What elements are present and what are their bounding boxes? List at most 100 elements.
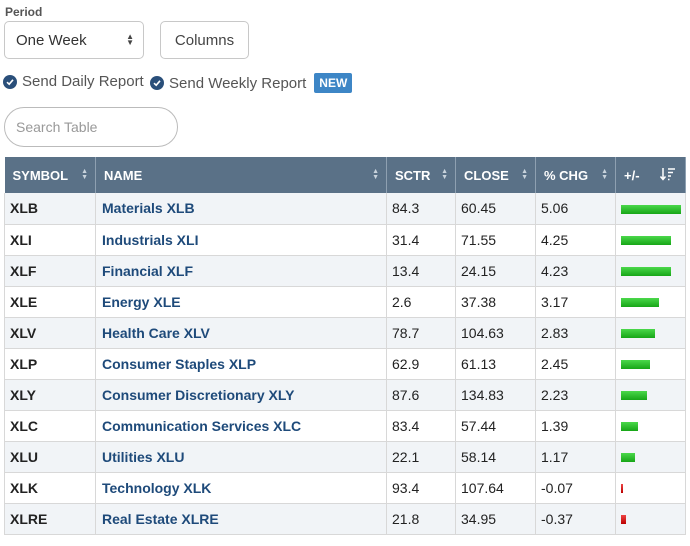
- column-header-sctr[interactable]: SCTR ▲ ▼: [386, 157, 456, 193]
- daily-report-label: Send Daily Report: [22, 73, 144, 90]
- table-body: XLB Materials XLB 84.3 60.45 5.06 XLI Industri…: [4, 193, 686, 535]
- change-bar: [621, 267, 672, 277]
- change-bar-cell: [615, 193, 686, 225]
- name-link[interactable]: Materials XLB: [95, 193, 387, 225]
- daily-report-toggle[interactable]: Send Daily Report: [3, 73, 144, 90]
- weekly-report-toggle[interactable]: Send Weekly Report NEW: [150, 73, 353, 93]
- pct-chg-cell: 2.83: [535, 317, 616, 349]
- sort-arrows-icon: ▲ ▼: [521, 168, 528, 181]
- symbol-cell: XLV: [4, 317, 96, 349]
- name-link[interactable]: Technology XLK: [95, 472, 387, 504]
- column-header-plus-minus[interactable]: +/-: [615, 157, 686, 193]
- column-header-name[interactable]: NAME ▲ ▼: [95, 157, 387, 193]
- sctr-cell: 83.4: [386, 410, 456, 442]
- period-label: Period: [5, 5, 43, 19]
- search-input[interactable]: [4, 107, 178, 147]
- period-select[interactable]: One Week ▲ ▼: [4, 21, 144, 59]
- name-link[interactable]: Consumer Staples XLP: [95, 348, 387, 380]
- weekly-report-label: Send Weekly Report: [169, 74, 307, 92]
- symbol-cell: XLF: [4, 255, 96, 287]
- column-header-pct-chg[interactable]: % CHG ▲ ▼: [535, 157, 616, 193]
- symbol-cell: XLRE: [4, 503, 96, 535]
- sctr-cell: 22.1: [386, 441, 456, 473]
- column-header-symbol[interactable]: SYMBOL ▲ ▼: [4, 157, 96, 193]
- column-header-close[interactable]: CLOSE ▲ ▼: [455, 157, 536, 193]
- name-link[interactable]: Financial XLF: [95, 255, 387, 287]
- symbol-cell: XLP: [4, 348, 96, 380]
- table-row[interactable]: XLF Financial XLF 13.4 24.15 4.23: [4, 255, 686, 287]
- sector-table: SYMBOL ▲ ▼ NAME ▲ ▼ SCTR ▲ ▼ CLOSE ▲ ▼ % CHG…: [4, 157, 686, 535]
- pct-chg-cell: -0.07: [535, 472, 616, 504]
- table-row[interactable]: XLRE Real Estate XLRE 21.8 34.95 -0.37: [4, 503, 686, 535]
- pct-chg-cell: 5.06: [535, 193, 616, 225]
- sort-arrows-icon: ▲ ▼: [601, 168, 608, 181]
- sort-descending-icon: [659, 167, 676, 184]
- table-row[interactable]: XLI Industrials XLI 31.4 71.55 4.25: [4, 224, 686, 256]
- column-header-label: SCTR: [395, 167, 431, 183]
- change-bar-cell: [615, 441, 686, 473]
- change-bar: [621, 205, 681, 215]
- pct-chg-cell: 2.45: [535, 348, 616, 380]
- change-bar: [621, 515, 626, 525]
- column-header-label: SYMBOL: [12, 167, 69, 183]
- table-row[interactable]: XLU Utilities XLU 22.1 58.14 1.17: [4, 441, 686, 473]
- column-header-label: +/-: [624, 167, 640, 183]
- sctr-cell: 78.7: [386, 317, 456, 349]
- table-row[interactable]: XLC Communication Services XLC 83.4 57.44 1.…: [4, 410, 686, 442]
- name-link[interactable]: Real Estate XLRE: [95, 503, 387, 535]
- name-link[interactable]: Utilities XLU: [95, 441, 387, 473]
- close-cell: 57.44: [455, 410, 536, 442]
- pct-chg-cell: 4.25: [535, 224, 616, 256]
- sctr-cell: 62.9: [386, 348, 456, 380]
- change-bar: [621, 236, 672, 246]
- change-bar-cell: [615, 410, 686, 442]
- column-header-label: % CHG: [544, 167, 589, 183]
- close-cell: 104.63: [455, 317, 536, 349]
- pct-chg-cell: 4.23: [535, 255, 616, 287]
- pct-chg-cell: 1.39: [535, 410, 616, 442]
- table-row[interactable]: XLV Health Care XLV 78.7 104.63 2.83: [4, 317, 686, 349]
- close-cell: 37.38: [455, 286, 536, 318]
- change-bar-cell: [615, 317, 686, 349]
- symbol-cell: XLI: [4, 224, 96, 256]
- change-bar: [621, 453, 635, 463]
- column-header-label: CLOSE: [464, 167, 509, 183]
- close-cell: 61.13: [455, 348, 536, 380]
- close-cell: 134.83: [455, 379, 536, 411]
- symbol-cell: XLY: [4, 379, 96, 411]
- sctr-cell: 93.4: [386, 472, 456, 504]
- columns-button[interactable]: Columns: [160, 21, 249, 59]
- symbol-cell: XLU: [4, 441, 96, 473]
- sctr-cell: 31.4: [386, 224, 456, 256]
- close-cell: 24.15: [455, 255, 536, 287]
- sctr-cell: 2.6: [386, 286, 456, 318]
- symbol-cell: XLB: [4, 193, 96, 225]
- pct-chg-cell: 1.17: [535, 441, 616, 473]
- pct-chg-cell: -0.37: [535, 503, 616, 535]
- name-link[interactable]: Communication Services XLC: [95, 410, 387, 442]
- sctr-cell: 21.8: [386, 503, 456, 535]
- table-row[interactable]: XLE Energy XLE 2.6 37.38 3.17: [4, 286, 686, 318]
- name-link[interactable]: Health Care XLV: [95, 317, 387, 349]
- symbol-cell: XLK: [4, 472, 96, 504]
- change-bar-cell: [615, 379, 686, 411]
- table-row[interactable]: XLP Consumer Staples XLP 62.9 61.13 2.45: [4, 348, 686, 380]
- change-bar: [621, 360, 651, 370]
- sort-arrows-icon: ▲ ▼: [372, 168, 379, 181]
- close-cell: 58.14: [455, 441, 536, 473]
- close-cell: 107.64: [455, 472, 536, 504]
- table-row[interactable]: XLY Consumer Discretionary XLY 87.6 134.83 2…: [4, 379, 686, 411]
- table-row[interactable]: XLK Technology XLK 93.4 107.64 -0.07: [4, 472, 686, 504]
- table-row[interactable]: XLB Materials XLB 84.3 60.45 5.06: [4, 193, 686, 225]
- name-link[interactable]: Industrials XLI: [95, 224, 387, 256]
- close-cell: 34.95: [455, 503, 536, 535]
- name-link[interactable]: Consumer Discretionary XLY: [95, 379, 387, 411]
- sort-arrows-icon: ▲ ▼: [441, 168, 448, 181]
- name-link[interactable]: Energy XLE: [95, 286, 387, 318]
- change-bar-cell: [615, 472, 686, 504]
- change-bar-cell: [615, 224, 686, 256]
- sort-arrows-icon: ▲ ▼: [81, 168, 88, 181]
- sctr-cell: 87.6: [386, 379, 456, 411]
- select-arrows-icon: ▲ ▼: [126, 32, 134, 47]
- check-circle-icon: [150, 76, 164, 90]
